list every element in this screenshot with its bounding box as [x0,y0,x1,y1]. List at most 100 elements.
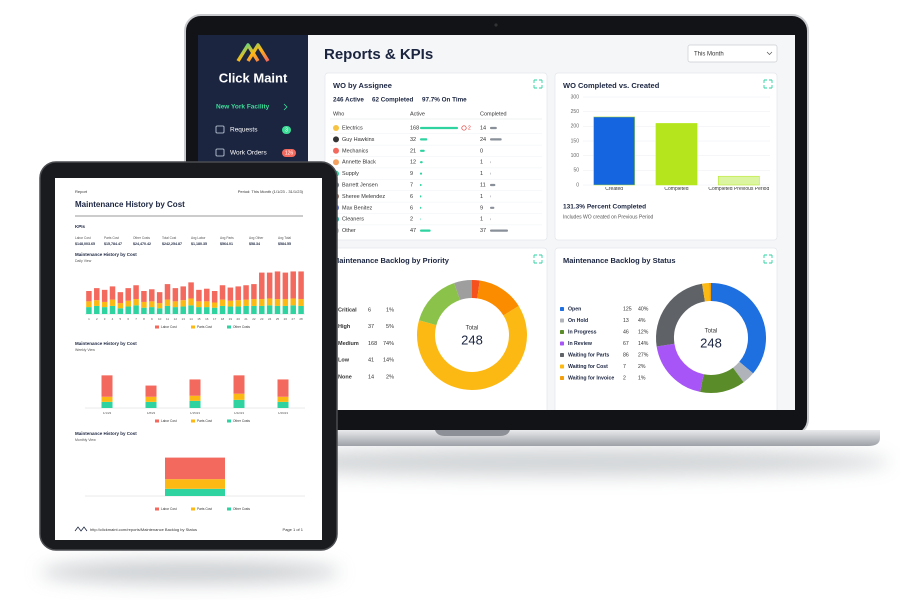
active-count: 6 [410,194,413,200]
assignee-name: Guy Hawkins [342,137,375,143]
bar-segment [189,379,201,396]
bar-segment [188,282,194,299]
bar-segment [251,284,257,300]
priority-percent: 1% [386,307,394,313]
nav-icon [215,148,225,157]
active-count: 21 [410,148,416,154]
kpi-value: $15,784.47 [104,242,122,246]
x-tick-label: 22 [252,317,256,321]
status-name: Open [568,306,581,312]
bar-segment [180,286,186,301]
kpi-label: Avg Other [249,236,264,240]
panel-title: WO Completed vs. Created [563,81,660,90]
x-tick-label: 6 [127,317,129,321]
kpi-value: $58.34 [249,242,260,246]
bar-segment [219,285,226,300]
nav-badge-count: 3 [285,127,288,133]
completed-bar [490,229,508,232]
x-tick-label: 3 [104,317,106,321]
priority-name: High [338,324,351,330]
assignee-name: Sheree Melendez [342,194,385,200]
priority-count: 14 [368,374,374,380]
legend-swatch [155,325,159,329]
bar-segment [180,300,186,307]
bar-segment [235,306,241,314]
x-tick-label: 11 [166,317,169,321]
status-name: Waiting for Cost [568,364,608,370]
donut-segment [702,283,710,302]
total-label: Total [705,329,718,335]
donut-segment [700,367,744,393]
bar-segment [204,301,210,308]
period-dropdown[interactable] [687,44,778,63]
status-count: 46 [623,329,629,335]
bar-segment [243,305,249,314]
nav-label: Requests [230,127,258,134]
x-tick-label: 9 [151,317,153,321]
active-bar [420,206,422,209]
bar-segment [133,305,139,314]
bar-segment [266,298,273,306]
tablet-screen: Report Period: This Month (1/1/23 - 31/1… [55,178,322,540]
x-tick-label: 26 [284,317,288,321]
priority-percent: 14% [383,358,394,364]
nav-badge [282,149,296,157]
bar-segment [101,401,113,408]
completed-count: 0 [480,148,483,154]
kpi-value: $584.55 [278,242,291,246]
logo-text: Click Maint [219,70,288,85]
chart-subtitle: Monthly View [75,438,96,442]
status-icon [560,318,564,323]
status-icon [560,353,564,357]
completed-count: 1 [480,171,483,177]
bar-segment [274,299,281,306]
stat: 246 Active [333,97,364,104]
active-bar [420,172,423,175]
bar-segment [125,288,131,301]
avatar [333,147,339,154]
bar-segment [86,307,92,314]
completed-count: 37 [480,228,486,234]
logo-icon [236,43,270,62]
report-label: Report [75,189,88,194]
status-icon [560,364,564,369]
priority-name: Critical [338,307,357,313]
bar-segment [172,288,179,302]
bar-segment [145,385,157,397]
expand-icon[interactable] [533,254,543,264]
chart-title: Maintenance History by Cost [75,252,137,257]
x-tick-label: 20 [237,317,241,321]
donut-segment [417,306,527,390]
bar-segment [243,299,249,306]
expand-icon[interactable] [533,79,543,89]
x-tick-label: 1/15/23 [190,411,200,415]
completed-count: 1 [480,217,483,223]
legend-swatch [227,325,231,329]
x-tick-label: 17 [213,317,217,321]
completed-count: 11 [480,182,486,188]
bar-segment [266,272,273,299]
status-count: 86 [623,352,629,358]
bar-segment [259,299,265,306]
bar-segment [290,305,296,314]
active-count: 32 [410,137,416,143]
footer-logo [74,526,88,532]
status-count: 125 [623,306,632,312]
chart-title: Maintenance History by Cost [75,341,137,346]
assignee-name: Cleaners [342,217,364,223]
active-count: 168 [410,125,419,131]
kpi-heading: KPIs [75,224,86,229]
priority-name: Medium [338,341,359,347]
legend-swatch [191,507,195,511]
x-tick-label: 8 [143,317,145,321]
total-value: 248 [461,332,483,347]
bar-segment [125,306,131,314]
expand-icon[interactable] [763,254,773,264]
status-count: 67 [623,341,629,347]
bar-segment [141,291,147,302]
legend-label: Labor Cost [161,419,177,423]
completed-bar [490,206,495,209]
legend-label: Other Costs [233,325,250,329]
expand-icon[interactable] [763,79,773,89]
